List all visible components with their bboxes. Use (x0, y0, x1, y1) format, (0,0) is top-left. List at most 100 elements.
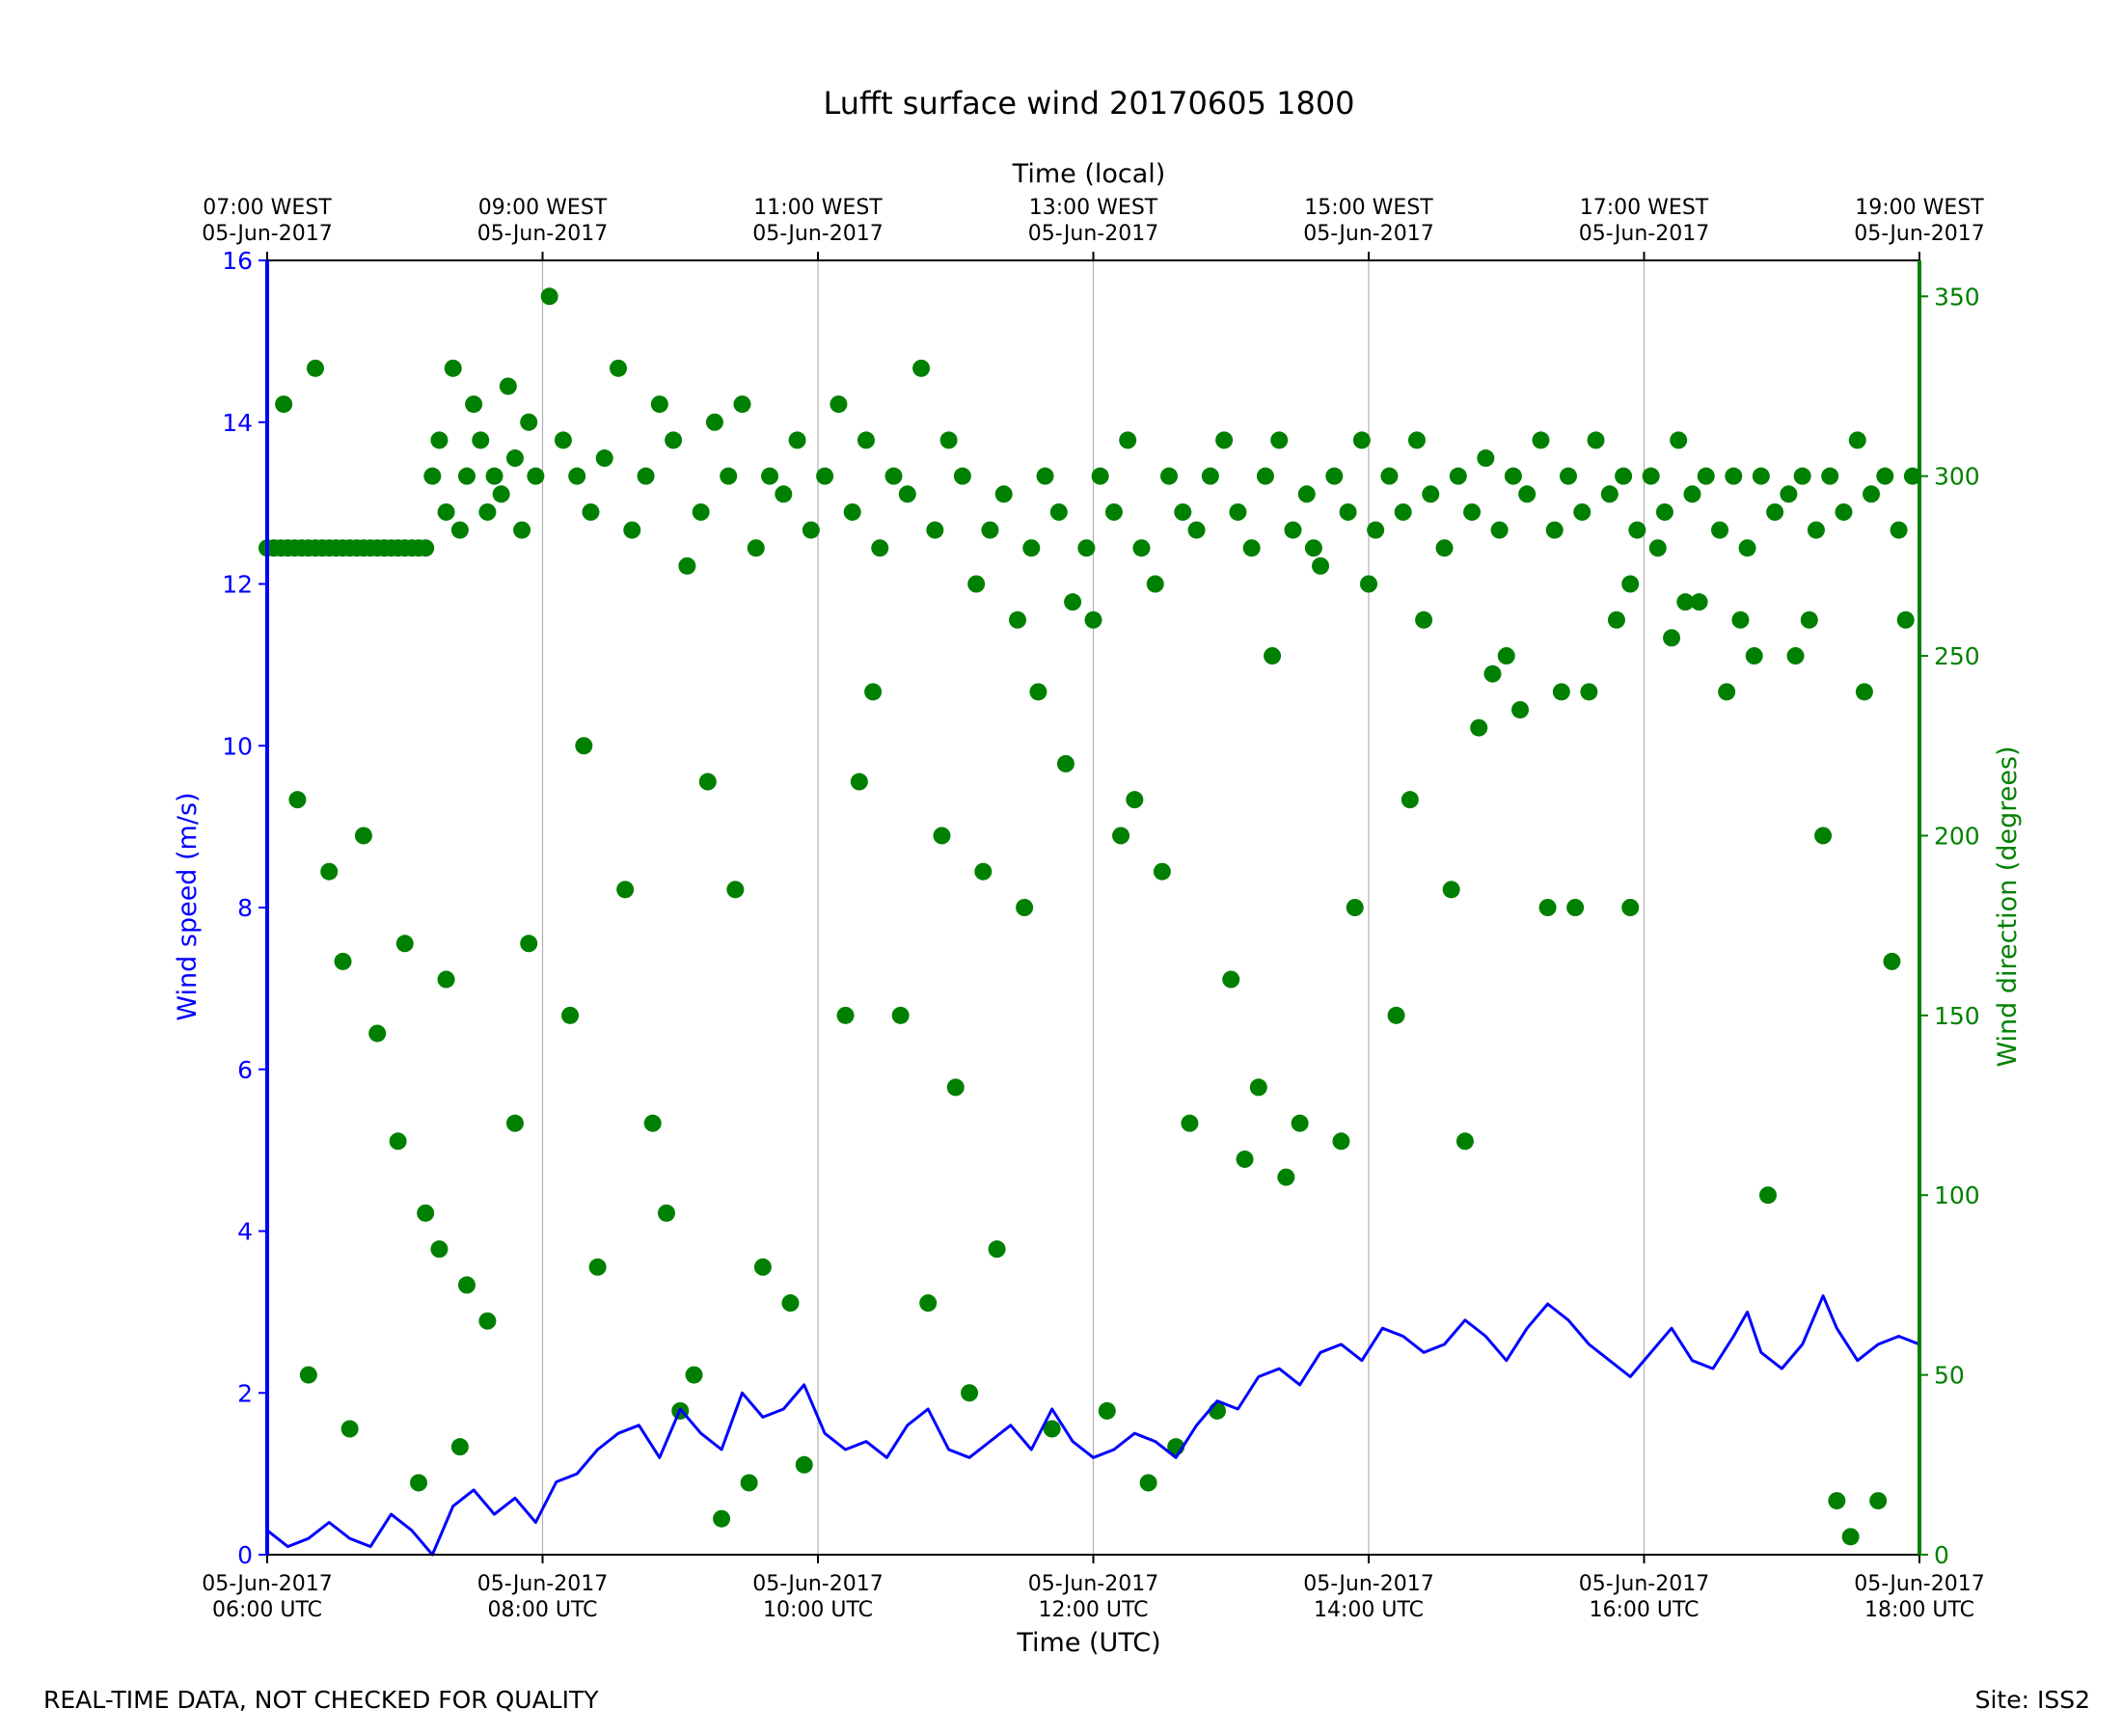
direction-point (520, 935, 538, 953)
direction-point (1511, 700, 1530, 719)
direction-point (472, 431, 490, 449)
direction-point (430, 431, 449, 449)
direction-point (1435, 539, 1454, 557)
direction-point (492, 485, 510, 503)
direction-point (1738, 539, 1756, 557)
right-tick-label: 300 (1934, 463, 1980, 491)
direction-point (1387, 1006, 1405, 1024)
direction-point (1407, 431, 1426, 449)
direction-point (692, 502, 710, 521)
direction-point (1201, 467, 1219, 485)
direction-point (1483, 665, 1502, 683)
direction-point (588, 1258, 607, 1276)
direction-point (974, 862, 993, 881)
direction-point (1284, 521, 1302, 539)
direction-point (610, 359, 628, 377)
direction-point (1848, 431, 1866, 449)
top-tick-label: 19:00 WEST (1855, 196, 1984, 220)
direction-point (1642, 467, 1660, 485)
direction-point (1256, 467, 1274, 485)
direction-point (720, 467, 738, 485)
direction-point (857, 431, 875, 449)
direction-point (1126, 791, 1144, 809)
bottom-tick-label: 08:00 UTC (487, 1598, 597, 1622)
direction-point (340, 1420, 359, 1438)
direction-point (1532, 431, 1550, 449)
direction-point (1903, 467, 1921, 485)
direction-point (306, 359, 324, 377)
left-tick-label: 8 (237, 894, 253, 922)
left-tick-label: 0 (237, 1541, 253, 1569)
top-tick-label: 05-Jun-2017 (1303, 222, 1433, 246)
direction-point (1187, 521, 1206, 539)
right-tick-label: 0 (1934, 1541, 1949, 1569)
bottom-tick-label: 05-Jun-2017 (752, 1572, 883, 1596)
direction-point (417, 539, 435, 557)
direction-point (1766, 502, 1784, 521)
direction-point (1229, 502, 1247, 521)
direction-point (961, 1384, 979, 1402)
direction-point (410, 1474, 428, 1492)
direction-point (747, 539, 765, 557)
direction-point (726, 881, 745, 899)
direction-point (1332, 1132, 1350, 1151)
direction-point (1628, 521, 1646, 539)
direction-point (898, 485, 916, 503)
direction-point (1896, 610, 1915, 629)
direction-point (988, 1240, 1006, 1259)
top-tick-label: 05-Jun-2017 (1579, 222, 1709, 246)
direction-point (1821, 467, 1839, 485)
direction-point (740, 1474, 758, 1492)
direction-point (1401, 791, 1419, 809)
left-tick-label: 14 (222, 409, 253, 437)
direction-point (1876, 467, 1894, 485)
bottom-tick-label: 05-Jun-2017 (1028, 1572, 1158, 1596)
direction-point (1449, 467, 1467, 485)
direction-point (513, 521, 531, 539)
bottom-tick-label: 18:00 UTC (1864, 1598, 1974, 1622)
direction-point (1814, 827, 1833, 845)
direction-point (1264, 647, 1282, 665)
direction-point (864, 683, 883, 701)
direction-point (1683, 485, 1701, 503)
direction-point (616, 881, 635, 899)
direction-point (1249, 1078, 1267, 1097)
direction-point (946, 1078, 965, 1097)
bottom-tick-label: 14:00 UTC (1314, 1598, 1424, 1622)
direction-point (1049, 502, 1068, 521)
right-tick-label: 100 (1934, 1181, 1980, 1209)
direction-point (1758, 1186, 1777, 1205)
direction-point (1463, 502, 1482, 521)
direction-point (1016, 899, 1034, 916)
direction-point (1890, 521, 1908, 539)
direction-point (1841, 1528, 1860, 1546)
direction-point (1470, 719, 1488, 737)
right-tick-label: 200 (1934, 822, 1980, 850)
direction-point (1883, 952, 1901, 970)
direction-point (1745, 647, 1763, 665)
direction-point (1670, 431, 1688, 449)
direction-point (781, 1294, 800, 1313)
direction-point (1084, 610, 1102, 629)
direction-point (354, 827, 372, 845)
direction-point (485, 467, 503, 485)
direction-point (1098, 1401, 1116, 1420)
direction-point (1793, 467, 1811, 485)
direction-point (582, 502, 600, 521)
direction-point (1119, 431, 1137, 449)
footer-site: Site: ISS2 (1974, 1686, 2090, 1714)
direction-point (368, 1024, 387, 1043)
direction-point (1422, 485, 1440, 503)
direction-point (540, 287, 558, 306)
direction-point (775, 485, 793, 503)
direction-point (423, 467, 442, 485)
footer-disclaimer: REAL-TIME DATA, NOT CHECKED FOR QUALITY (43, 1686, 599, 1714)
direction-point (1711, 521, 1729, 539)
bottom-tick-label: 05-Jun-2017 (1303, 1572, 1433, 1596)
direction-point (1112, 827, 1130, 845)
direction-point (1139, 1474, 1157, 1492)
top-tick-label: 17:00 WEST (1580, 196, 1709, 220)
direction-point (1497, 647, 1515, 665)
direction-point (334, 952, 352, 970)
